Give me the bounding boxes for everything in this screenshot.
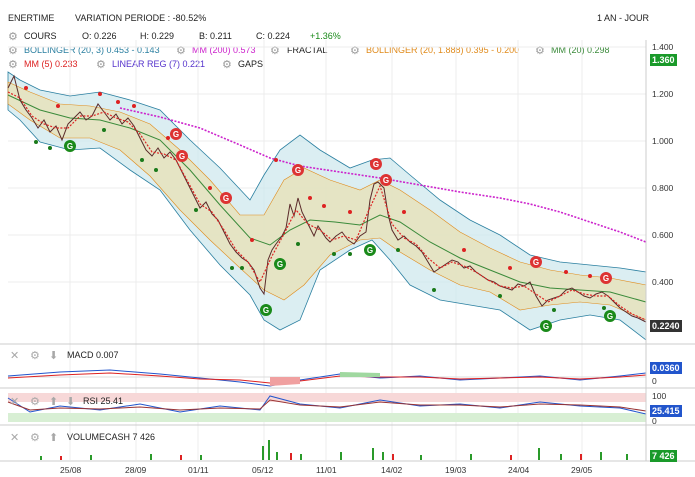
y-tick: 1.400 bbox=[652, 42, 674, 52]
close-icon[interactable]: ✕ bbox=[10, 350, 20, 362]
mm5-line bbox=[7, 91, 647, 321]
svg-text:G: G bbox=[607, 312, 613, 321]
fractal-markers bbox=[24, 86, 606, 312]
gear-icon[interactable]: ⚙ bbox=[535, 45, 545, 57]
volume-red-bars bbox=[60, 453, 582, 460]
x-tick: 24/04 bbox=[508, 465, 530, 475]
indicator-gaps[interactable]: GAPS bbox=[238, 59, 264, 69]
rsi-bottom-tick: 0 bbox=[652, 416, 657, 426]
y-tick: 1.200 bbox=[652, 89, 674, 99]
change-value: +1.36% bbox=[310, 31, 341, 41]
x-tick: 05/12 bbox=[252, 465, 274, 475]
gear-icon[interactable]: ⚙ bbox=[30, 396, 40, 408]
indicator-linear-reg[interactable]: LINEAR REG (7) 0.221 bbox=[112, 59, 206, 69]
svg-text:G: G bbox=[67, 142, 73, 151]
svg-text:G: G bbox=[173, 130, 179, 139]
arrow-up-icon[interactable]: ⬆ bbox=[49, 432, 59, 444]
svg-text:G: G bbox=[533, 258, 539, 267]
price-series bbox=[7, 74, 647, 323]
gear-icon[interactable]: ⚙ bbox=[8, 31, 18, 43]
arrow-down-icon[interactable]: ⬇ bbox=[49, 350, 59, 362]
current-price-badge: 0.2240 bbox=[650, 320, 682, 332]
macd-zero-tick: 0 bbox=[652, 376, 657, 386]
svg-text:G: G bbox=[223, 194, 229, 203]
gear-icon[interactable]: ⚙ bbox=[350, 45, 360, 57]
close-value: C: 0.224 bbox=[256, 31, 291, 41]
volume-panel bbox=[40, 440, 628, 460]
macd-value-badge: 0.0360 bbox=[650, 362, 682, 374]
svg-text:G: G bbox=[603, 274, 609, 283]
cours-label: COURS bbox=[24, 31, 57, 41]
indicator-mm-5[interactable]: MM (5) 0.233 bbox=[24, 59, 78, 69]
close-icon[interactable]: ✕ bbox=[10, 432, 20, 444]
x-tick: 28/09 bbox=[125, 465, 147, 475]
x-tick: 25/08 bbox=[60, 465, 82, 475]
arrow-down-icon[interactable]: ⬇ bbox=[66, 396, 76, 408]
svg-text:G: G bbox=[277, 260, 283, 269]
svg-text:G: G bbox=[367, 246, 373, 255]
gear-icon[interactable]: ⚙ bbox=[8, 59, 18, 71]
gap-markers: G G G G G G G G G G G G G G bbox=[64, 128, 616, 332]
y-tick: 0.600 bbox=[652, 230, 674, 240]
indicator-mm-200[interactable]: MM (200) 0.573 bbox=[192, 45, 256, 55]
indicator-bollinger-20-3[interactable]: BOLLINGER (20, 3) 0.453 - 0.143 bbox=[24, 45, 160, 55]
svg-text:G: G bbox=[295, 166, 301, 175]
svg-text:G: G bbox=[543, 322, 549, 331]
arrow-up-icon[interactable]: ⬆ bbox=[49, 396, 59, 408]
period-selector[interactable]: 1 AN - JOUR bbox=[597, 13, 650, 23]
rsi-label: RSI 25.41 bbox=[83, 396, 124, 406]
svg-text:G: G bbox=[383, 176, 389, 185]
svg-text:G: G bbox=[263, 306, 269, 315]
volume-label: VOLUMECASH 7 426 bbox=[67, 432, 156, 442]
gear-icon[interactable]: ⚙ bbox=[176, 45, 186, 57]
gear-icon[interactable]: ⚙ bbox=[8, 45, 18, 57]
gear-icon[interactable]: ⚙ bbox=[30, 350, 40, 362]
x-tick: 11/01 bbox=[316, 465, 337, 475]
rsi-top-tick: 100 bbox=[652, 391, 667, 401]
open-value: O: 0.226 bbox=[82, 31, 117, 41]
close-icon[interactable]: ✕ bbox=[10, 396, 20, 408]
macd-label: MACD 0.007 bbox=[67, 350, 119, 360]
x-tick: 19/03 bbox=[445, 465, 467, 475]
macd-panel bbox=[7, 369, 647, 387]
low-value: B: 0.211 bbox=[199, 31, 232, 41]
last-price-badge: 1.360 bbox=[650, 54, 677, 66]
svg-text:G: G bbox=[179, 152, 185, 161]
gear-icon[interactable]: ⚙ bbox=[222, 59, 232, 71]
x-tick: 14/02 bbox=[381, 465, 403, 475]
volume-value-badge: 7 426 bbox=[650, 450, 677, 462]
rsi-panel bbox=[7, 393, 647, 422]
mm20-line bbox=[7, 94, 647, 303]
rsi-value-badge: 25.415 bbox=[650, 405, 682, 417]
y-tick: 1.000 bbox=[652, 136, 674, 146]
y-tick: 0.400 bbox=[652, 277, 674, 287]
indicator-mm-20[interactable]: MM (20) 0.298 bbox=[551, 45, 610, 55]
grid bbox=[8, 40, 646, 460]
indicator-fractal[interactable]: FRACTAL bbox=[287, 45, 328, 55]
y-tick: 0.800 bbox=[652, 183, 674, 193]
ticker-name: ENERTIME bbox=[8, 13, 55, 23]
variation-periode: VARIATION PERIODE : -80.52% bbox=[75, 13, 207, 23]
x-tick: 29/05 bbox=[571, 465, 593, 475]
svg-text:G: G bbox=[373, 160, 379, 169]
mm200-line bbox=[119, 107, 647, 243]
x-tick: 01/11 bbox=[188, 465, 209, 475]
high-value: H: 0.229 bbox=[140, 31, 175, 41]
gear-icon[interactable]: ⚙ bbox=[96, 59, 106, 71]
gear-icon[interactable]: ⚙ bbox=[270, 45, 280, 57]
bollinger-inner-band bbox=[7, 81, 647, 321]
gear-icon[interactable]: ⚙ bbox=[30, 432, 40, 444]
indicator-bollinger-20-1888[interactable]: BOLLINGER (20, 1.888) 0.395 - 0.200 bbox=[366, 45, 520, 55]
